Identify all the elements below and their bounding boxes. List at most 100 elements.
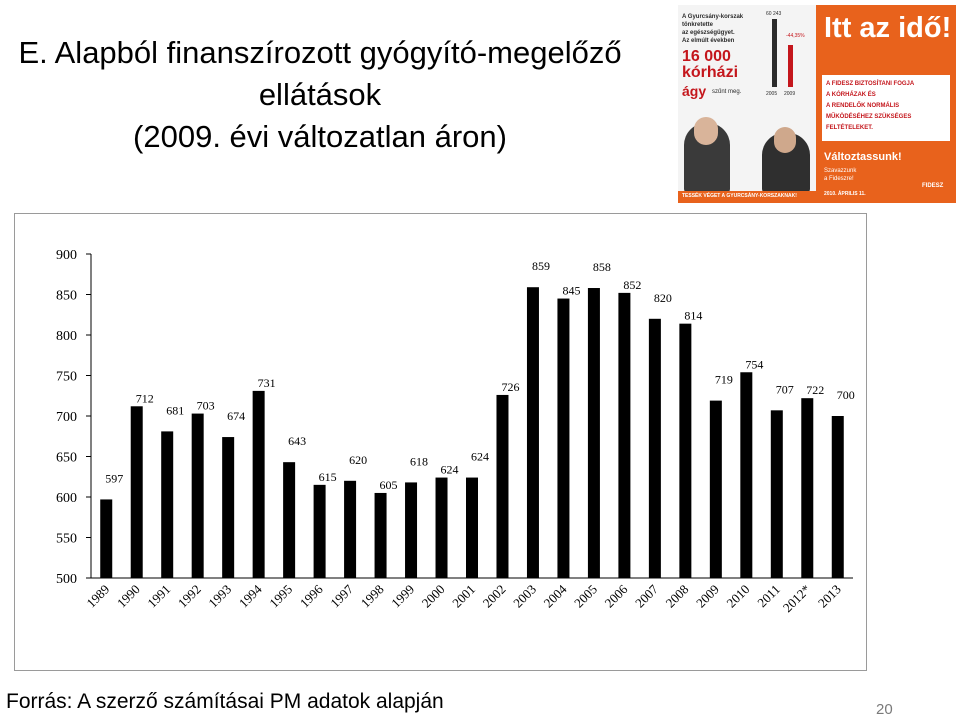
poster-headline: Itt az idő! [824,12,952,44]
poster-person-2-face [774,127,796,153]
bar [831,416,844,578]
poster-stat-percent: -44,35% [786,33,805,39]
x-tick-label: 2004 [541,581,570,610]
data-label: 624 [441,463,459,477]
x-tick-label: 1994 [236,581,265,610]
y-tick-label: 700 [56,410,77,425]
poster-stat-year-2: 2009 [784,91,796,97]
x-tick-label: 2003 [510,582,539,611]
y-tick-label: 500 [56,572,77,587]
data-label: 712 [136,391,154,405]
poster-slogan: Változtassunk! [824,151,902,163]
bar [587,288,600,578]
source-note: Forrás: A szerző számításai PM adatok al… [6,690,444,713]
x-tick-label: 2000 [419,582,448,611]
bar [740,372,753,578]
bar [679,323,692,578]
data-label: 643 [288,434,306,448]
bar [405,482,418,578]
x-tick-label: 1989 [83,582,112,611]
poster-bottom-strip [678,191,816,203]
x-tick-label: 1996 [297,581,326,610]
bar [252,390,265,578]
poster-left-panel: A Gyurcsány-korszak tönkretette az egész… [678,5,816,203]
page-number: 20 [876,701,893,718]
poster-date: 2010. ÁPRILIS 11. [824,191,866,197]
data-label: 703 [197,399,215,413]
x-tick-label: 1995 [266,582,295,611]
bar [557,298,570,578]
bar [191,413,204,578]
x-tick-label: 1990 [114,582,143,611]
data-label: 605 [380,478,398,492]
data-label: 719 [715,373,733,387]
bar [648,318,661,578]
bar [161,431,174,578]
bar [618,292,631,578]
data-label: 726 [501,380,519,394]
poster-big-word: ágy [682,83,707,99]
poster-stat-year-1: 2005 [766,91,778,97]
x-tick-label: 2013 [815,582,844,611]
x-tick-label: 1997 [327,581,356,610]
data-label: 674 [227,409,245,423]
poster-message-box [822,75,950,141]
data-label: 700 [837,388,855,402]
x-tick-label: 2011 [754,582,783,611]
poster-left-text: A Gyurcsány-korszak tönkretette az egész… [682,14,744,44]
bar [344,480,357,578]
data-label: 731 [258,376,276,390]
poster-stat-bar-1 [772,19,777,87]
data-label: 722 [806,383,824,397]
y-tick-label: 750 [56,370,77,385]
data-label: 845 [562,284,580,298]
chart-area: 500 550 600 650 700 750 800 850 900 597 1989 712 199… [14,213,867,671]
poster-slogan-sub: Szavazzunk a Fideszre! [824,168,857,182]
data-label: 681 [166,403,184,417]
x-tick-label: 2006 [602,581,631,610]
title-line-3: (2009. évi változatlan áron) [133,119,507,154]
x-tick-label: 2001 [449,582,478,611]
data-label: 624 [471,450,489,464]
bar [283,462,296,578]
poster-right-panel: Itt az idő! A FIDESZ BIZTOSÍTANI FOGJA A… [816,5,956,203]
poster-big-suffix: szűnt meg. [712,89,742,95]
x-tick-label: 1992 [175,582,204,611]
x-tick-label: 2008 [662,582,691,611]
data-label: 852 [623,278,641,292]
data-label: 615 [319,470,337,484]
y-tick-label: 800 [56,329,77,344]
data-label: 858 [593,260,611,274]
y-tick-label: 550 [56,532,77,547]
x-tick-label: 2007 [632,581,661,610]
x-tick-label: 2005 [571,582,600,611]
data-label: 707 [776,382,794,396]
bar-chart: 500 550 600 650 700 750 800 850 900 597 1989 712 199… [56,248,855,615]
x-tick-label: 1998 [358,582,387,611]
x-tick-label: 1999 [388,582,417,611]
poster-big-number: 16 000 kórházi [682,48,739,81]
poster-party-logo: FIDESZ [922,183,944,189]
x-tick-label: 2002 [480,582,509,611]
bar [770,410,783,578]
bar [435,477,448,578]
campaign-poster-image: A Gyurcsány-korszak tönkretette az egész… [678,5,956,203]
data-label: 814 [684,309,702,323]
x-tick-label: 1993 [205,582,234,611]
bar [222,437,235,578]
y-tick-label: 850 [56,289,77,304]
bar [496,394,509,578]
poster-stat-bar-2 [788,45,793,87]
data-label: 618 [410,454,428,468]
bar [466,477,478,578]
y-tick-label: 600 [56,491,77,506]
y-tick-label: 650 [56,451,77,466]
data-label: 859 [532,259,550,273]
poster-message-text: A FIDESZ BIZTOSÍTANI FOGJA A KÓRHÁZAK ÉS… [826,81,915,131]
y-tick-label: 900 [56,248,77,263]
data-label: 820 [654,291,672,305]
poster-bottom-strip-text: TESSÉK VÉGET A GYURCSÁNY-KORSZAKNAK! [682,193,797,199]
bar [374,492,387,578]
poster-stat-top: 60 243 [766,11,782,17]
data-label: 620 [349,453,367,467]
